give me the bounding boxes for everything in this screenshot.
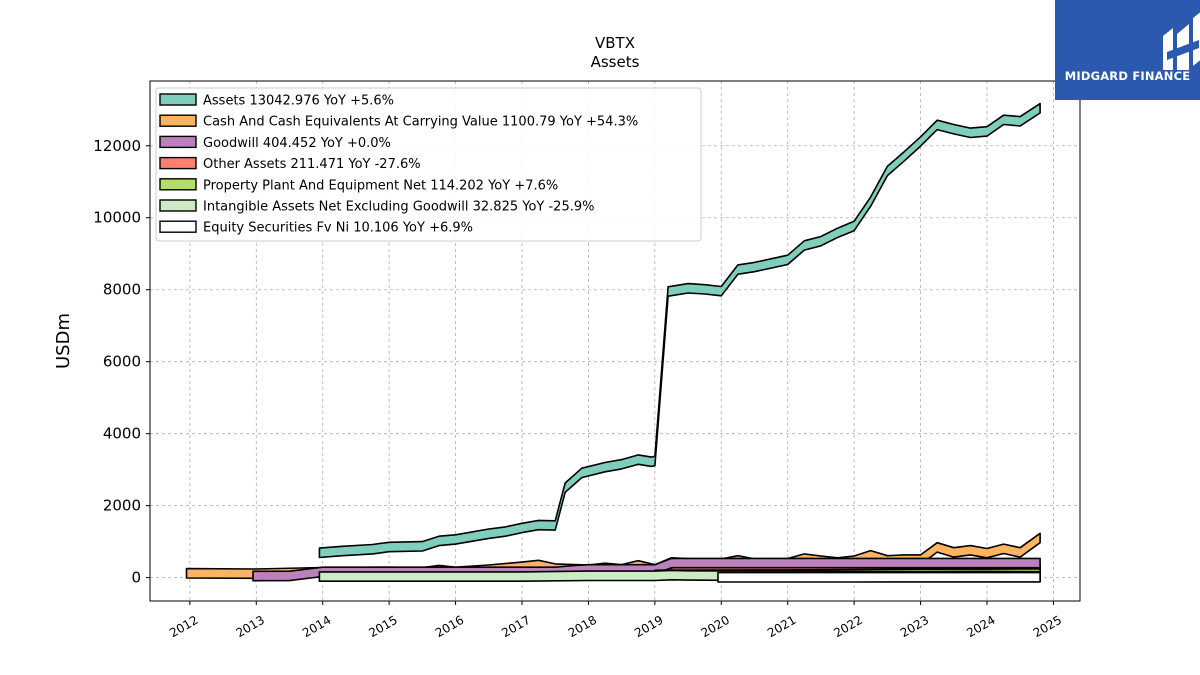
y-tick-label: 4000 bbox=[103, 425, 141, 443]
legend: Assets 13042.976 YoY +5.6% Cash And Cash … bbox=[155, 87, 702, 242]
x-tick-label: 2019 bbox=[632, 613, 665, 640]
x-tick-label: 2013 bbox=[234, 613, 267, 640]
x-tick-label: 2024 bbox=[964, 613, 997, 640]
y-tick-label: 6000 bbox=[103, 353, 141, 371]
legend-label: Intangible Assets Net Excluding Goodwill… bbox=[203, 200, 594, 215]
y-tick-label: 10000 bbox=[93, 209, 141, 227]
y-tick-label: 12000 bbox=[93, 137, 141, 155]
brand-name: MIDGARD FINANCE bbox=[1064, 69, 1191, 83]
legend-label: Equity Securities Fv Ni 10.106 YoY +6.9% bbox=[203, 221, 473, 236]
logo-mark-icon bbox=[1163, 12, 1200, 70]
plot-frame bbox=[149, 80, 1081, 602]
legend-label: Goodwill 404.452 YoY +0.0% bbox=[203, 136, 391, 151]
series-band-0 bbox=[318, 102, 1041, 559]
legend-label: Other Assets 211.471 YoY -27.6% bbox=[203, 157, 421, 172]
legend-label: Cash And Cash Equivalents At Carrying Va… bbox=[203, 115, 638, 130]
x-tick-label: 2017 bbox=[499, 613, 532, 640]
x-tick-label: 2020 bbox=[699, 613, 732, 640]
x-tick-label: 2022 bbox=[831, 613, 864, 640]
x-tick-label: 2018 bbox=[566, 613, 599, 640]
legend-label: Assets 13042.976 YoY +5.6% bbox=[203, 94, 394, 109]
legend-swatch bbox=[159, 114, 197, 127]
y-tick-label: 2000 bbox=[103, 497, 141, 515]
x-tick-label: 2021 bbox=[765, 613, 798, 640]
legend-swatch bbox=[159, 135, 197, 149]
y-tick-label: 0 bbox=[131, 569, 141, 587]
y-tick-label: 8000 bbox=[103, 281, 141, 299]
legend-swatch bbox=[159, 199, 197, 212]
x-tick-label: 2012 bbox=[167, 613, 200, 640]
x-tick-label: 2016 bbox=[433, 613, 466, 640]
series-layer bbox=[185, 102, 1041, 583]
legend-label: Property Plant And Equipment Net 114.202… bbox=[203, 178, 558, 193]
legend-swatch bbox=[159, 220, 197, 233]
legend-swatch bbox=[159, 93, 197, 106]
chart-subtitle: Assets bbox=[591, 53, 640, 71]
x-tick-label: 2014 bbox=[300, 613, 333, 640]
y-axis-label: USDm bbox=[53, 313, 74, 369]
x-tick-label: 2025 bbox=[1031, 613, 1064, 640]
series-band-6 bbox=[717, 571, 1041, 583]
chart-title: VBTX bbox=[595, 34, 635, 52]
x-tick-label: 2015 bbox=[366, 613, 399, 640]
legend-swatch bbox=[159, 156, 197, 170]
legend-swatch bbox=[159, 178, 197, 191]
legend-box bbox=[155, 87, 702, 242]
grid bbox=[150, 81, 1080, 601]
brand-logo: MIDGARD FINANCE bbox=[1055, 0, 1200, 100]
x-tick-label: 2023 bbox=[898, 613, 931, 640]
